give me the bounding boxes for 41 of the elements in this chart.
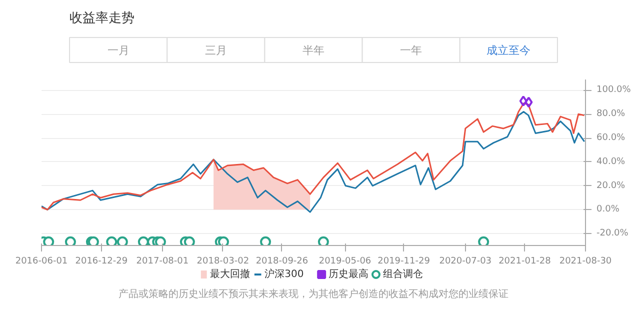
- point: [116, 236, 128, 246]
- x-tick-label: 2019-05-06: [318, 256, 372, 266]
- point: [154, 236, 166, 246]
- y-tick-label: 80.0%: [596, 109, 626, 120]
- y-tick-label: 100.0%: [596, 85, 632, 96]
- x-tick-label: 2021-01-28: [498, 256, 552, 266]
- x-tick-label: 2017-08-01: [136, 256, 189, 266]
- chart-title: 收益率走势: [70, 10, 135, 26]
- point: [524, 96, 533, 108]
- y-tick-label: 40.0%: [596, 156, 626, 167]
- point: [64, 236, 76, 246]
- point: [138, 236, 149, 246]
- point: [519, 95, 528, 106]
- legend-label: 最大回撤: [210, 268, 250, 280]
- point: [184, 236, 195, 246]
- x-tick-label: 2021-08-30: [559, 256, 612, 266]
- y-tick-label: 0.0%: [596, 204, 620, 215]
- legend-label: 组合调仓: [382, 268, 423, 280]
- x-tick-label: 2018-03-02: [196, 256, 250, 266]
- x-tick-label: 2020-07-03: [439, 256, 492, 266]
- x-tick-label: 2018-09-26: [256, 256, 308, 266]
- x-tick-label: 2016-12-29: [75, 256, 128, 266]
- x-tick-label: 2019-11-29: [378, 256, 430, 266]
- text: 成立至今: [486, 44, 531, 57]
- text: 产品或策略的历史业绩不预示其未来表现，为其他客户创造的收益不构成对您的业绩保证: [118, 288, 508, 300]
- y-tick-label: -20.0%: [596, 228, 629, 239]
- x-tick-label: 2016-06-01: [15, 256, 68, 266]
- point: [478, 236, 490, 246]
- point: [106, 236, 118, 246]
- text: 一年: [400, 44, 422, 57]
- point: [260, 236, 272, 246]
- point: [43, 236, 54, 246]
- legend-label: 历史最高: [328, 268, 368, 280]
- y-tick-label: 20.0%: [596, 180, 626, 191]
- text: 一月: [107, 44, 130, 57]
- text: 半年: [302, 44, 324, 57]
- text: 三月: [204, 44, 227, 57]
- point: [218, 236, 229, 246]
- y-tick-label: 60.0%: [596, 133, 626, 144]
- point: [318, 236, 329, 246]
- legend-label: 沪深300: [264, 268, 304, 280]
